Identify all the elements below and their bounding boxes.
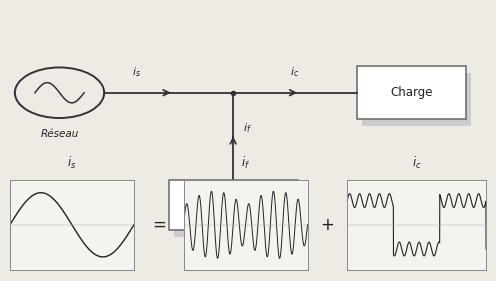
Text: $i_f$: $i_f$ (241, 155, 250, 171)
Text: $i_c$: $i_c$ (412, 155, 422, 171)
FancyBboxPatch shape (174, 187, 303, 237)
FancyBboxPatch shape (169, 180, 298, 230)
Text: +: + (320, 216, 334, 234)
Text: $i_f$: $i_f$ (243, 121, 252, 135)
Text: =: = (152, 216, 166, 234)
Text: Filtre: Filtre (219, 199, 248, 212)
FancyBboxPatch shape (362, 73, 471, 126)
Text: $i_c$: $i_c$ (291, 65, 300, 79)
FancyBboxPatch shape (357, 66, 466, 119)
Text: Réseau: Réseau (40, 129, 79, 139)
Text: $i_s$: $i_s$ (132, 65, 141, 79)
Text: Charge: Charge (390, 86, 433, 99)
Text: $i_s$: $i_s$ (67, 155, 76, 171)
